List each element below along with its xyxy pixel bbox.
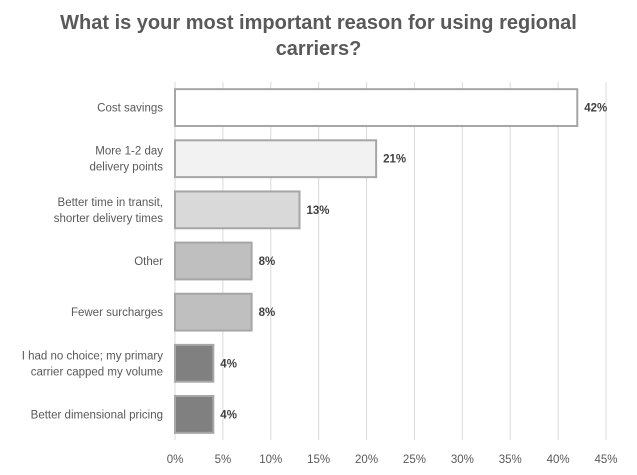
chart-title: What is your most important reason for u… <box>0 10 637 62</box>
data-label-2: 13% <box>307 205 330 217</box>
bar-3 <box>174 241 253 281</box>
category-label-2-1: shorter delivery times <box>54 213 164 225</box>
chart-title-line-2: carriers? <box>275 38 362 60</box>
data-label-4: 8% <box>259 307 276 319</box>
bar-4 <box>174 292 253 332</box>
data-label-1: 21% <box>383 154 406 166</box>
category-label-5-0: I had no choice; my primary <box>22 350 164 362</box>
category-label-4-0: Fewer surcharges <box>71 307 163 319</box>
x-tick-label-1: 5% <box>215 454 232 466</box>
x-tick-label-9: 45% <box>594 454 617 466</box>
x-tick-label-2: 10% <box>259 454 282 466</box>
x-tick-label-4: 20% <box>355 454 378 466</box>
bar-1 <box>174 139 378 179</box>
category-label-3-0: Other <box>134 256 163 268</box>
data-label-3: 8% <box>259 256 276 268</box>
x-tick-label-5: 25% <box>403 454 426 466</box>
chart-title-line-1: What is your most important reason for u… <box>60 12 577 34</box>
bar-2 <box>174 190 301 230</box>
category-label-5-1: carrier capped my volume <box>31 366 163 378</box>
category-label-1-1: delivery points <box>89 162 163 174</box>
bar-5 <box>174 343 215 383</box>
category-label-1-0: More 1-2 day <box>95 146 163 158</box>
category-label-2-0: Better time in transit, <box>58 197 163 209</box>
category-label-0-0: Cost savings <box>97 103 163 115</box>
x-tick-label-7: 35% <box>499 454 522 466</box>
data-label-5: 4% <box>220 358 237 370</box>
x-tick-label-8: 40% <box>547 454 570 466</box>
category-label-6-0: Better dimensional pricing <box>31 409 163 421</box>
x-tick-label-0: 0% <box>167 454 184 466</box>
data-label-0: 42% <box>584 103 607 115</box>
x-tick-label-3: 15% <box>307 454 330 466</box>
bar-0 <box>174 88 579 127</box>
data-label-6: 4% <box>220 409 237 421</box>
bar-6 <box>174 395 215 434</box>
x-tick-label-6: 30% <box>451 454 474 466</box>
